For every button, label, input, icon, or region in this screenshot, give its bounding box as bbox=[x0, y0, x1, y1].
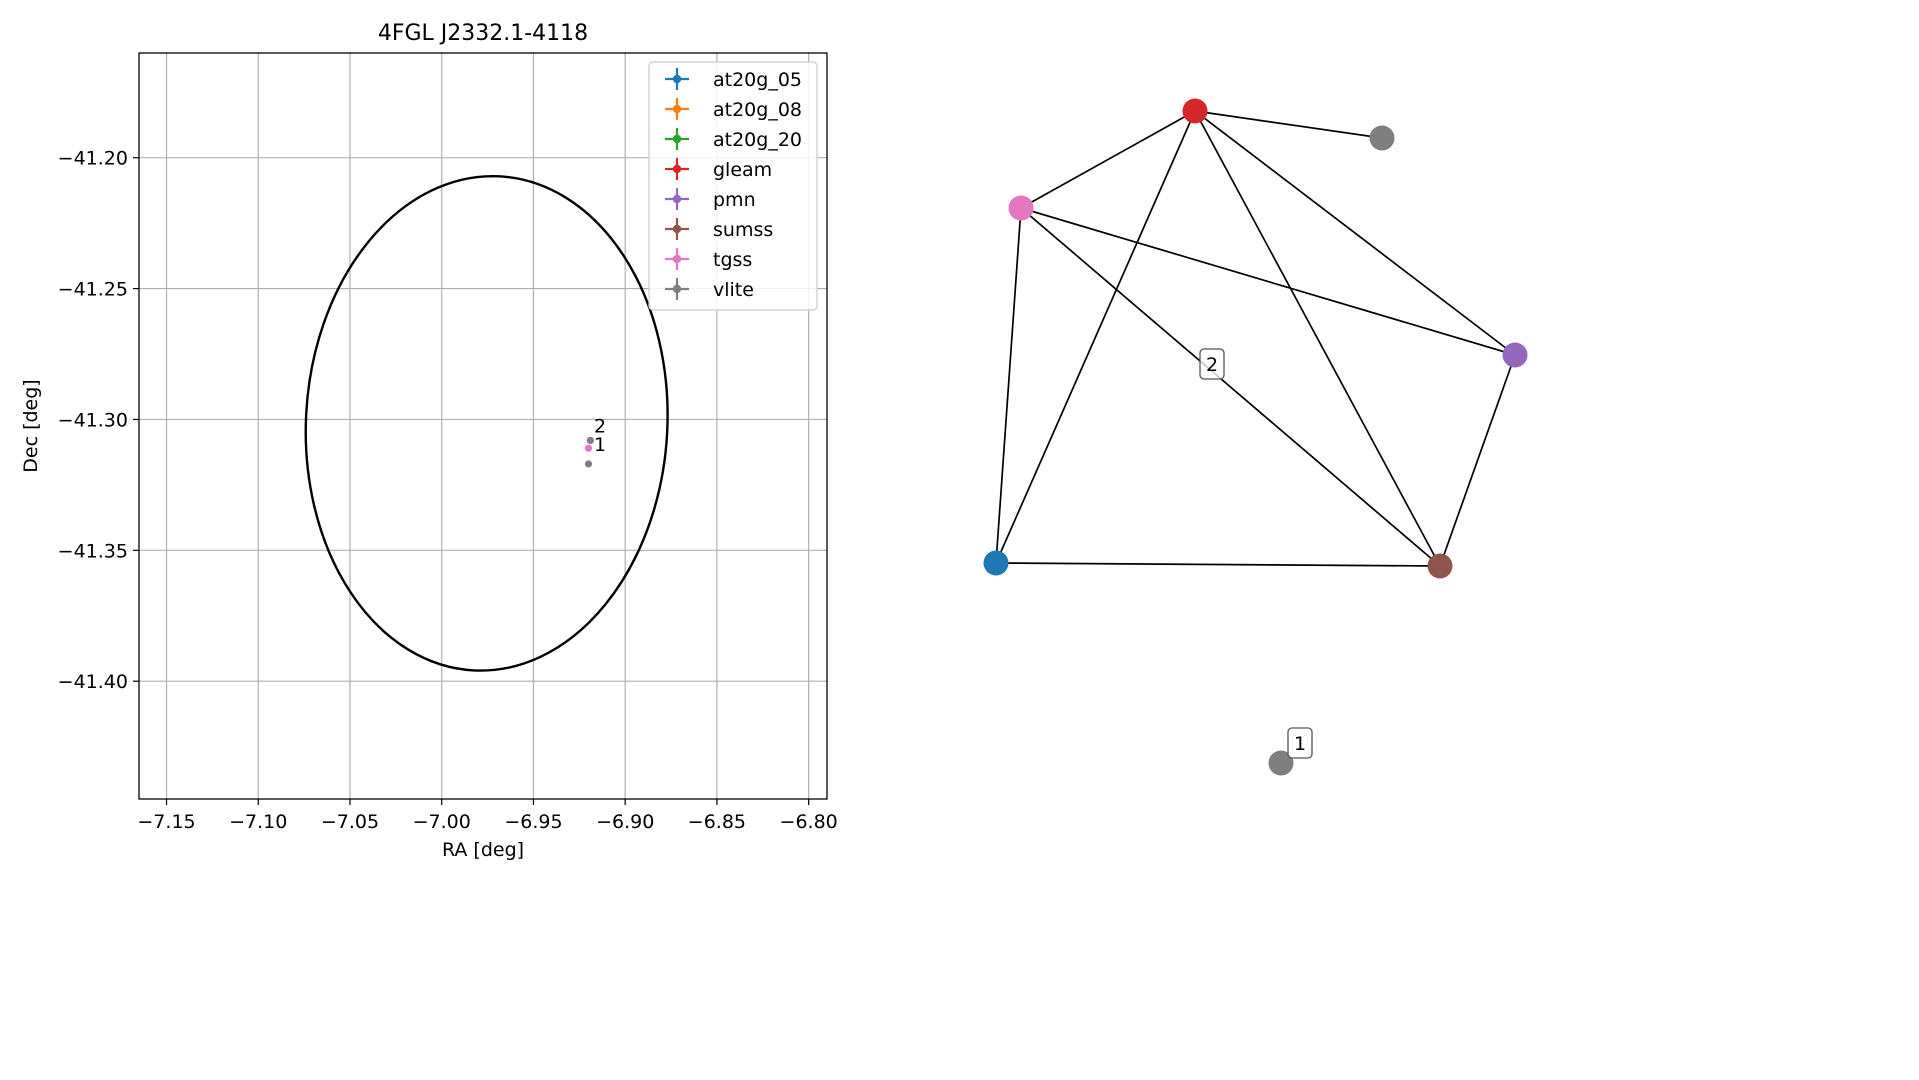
y-tick-label: −41.30 bbox=[58, 409, 128, 431]
network-edge bbox=[995, 562, 1441, 567]
network-edge bbox=[995, 110, 1196, 564]
legend-entry-tgss: tgss bbox=[665, 248, 752, 271]
y-tick-label: −41.20 bbox=[58, 148, 128, 170]
x-tick-label: −6.90 bbox=[596, 811, 654, 833]
point-annotations: 21 bbox=[594, 416, 606, 456]
legend-entry-at20g_08: at20g_08 bbox=[665, 98, 802, 121]
legend-label: gleam bbox=[713, 159, 772, 181]
network-edge bbox=[995, 207, 1022, 564]
scatter-panel: 4FGL J2332.1-4118 21 −7.15 −7.10 −7.05 −7.0… bbox=[20, 21, 838, 861]
x-tick-label: −7.15 bbox=[137, 811, 195, 833]
x-tick-label: −6.85 bbox=[688, 811, 746, 833]
axes-frame bbox=[138, 52, 828, 800]
data-point-tgss bbox=[584, 444, 593, 452]
network-label-text: 1 bbox=[1294, 733, 1306, 755]
x-tick-label: −7.10 bbox=[229, 811, 287, 833]
network-node-gleam bbox=[1182, 98, 1208, 124]
y-ticks: −41.20 −41.25 −41.30 −41.35 −41.40 bbox=[58, 148, 139, 693]
network-node-vlite_b bbox=[1268, 750, 1294, 776]
network-label-text: 2 bbox=[1206, 354, 1218, 376]
x-axis-label: RA [deg] bbox=[442, 839, 524, 861]
y-axis-label: Dec [deg] bbox=[20, 379, 42, 472]
legend-entry-sumss: sumss bbox=[665, 218, 773, 241]
legend-label: at20g_08 bbox=[713, 99, 802, 121]
network-node-sumss bbox=[1427, 553, 1453, 579]
network-nodes bbox=[983, 98, 1528, 776]
network-edge bbox=[1194, 110, 1441, 567]
data-points bbox=[584, 436, 594, 468]
network-edge bbox=[1194, 110, 1516, 356]
y-tick-label: −41.25 bbox=[58, 279, 128, 301]
legend-label: at20g_05 bbox=[713, 69, 802, 91]
legend-label: vlite bbox=[713, 279, 754, 301]
x-tick-label: −6.80 bbox=[780, 811, 838, 833]
network-edge bbox=[1020, 110, 1196, 209]
network-node-tgss bbox=[1008, 195, 1034, 221]
network-label: 2 bbox=[1199, 348, 1225, 380]
network-edge bbox=[1020, 207, 1441, 567]
network-node-vlite_a bbox=[1369, 125, 1395, 151]
legend-label: pmn bbox=[713, 189, 756, 211]
legend-entry-gleam: gleam bbox=[665, 158, 772, 181]
network-edge bbox=[1439, 354, 1516, 567]
x-tick-label: −6.95 bbox=[504, 811, 562, 833]
x-tick-label: −7.05 bbox=[321, 811, 379, 833]
y-tick-label: −41.35 bbox=[58, 540, 128, 562]
point-annotation: 2 bbox=[594, 416, 606, 438]
chart-title: 4FGL J2332.1-4118 bbox=[378, 21, 588, 46]
point-annotation: 1 bbox=[594, 434, 606, 456]
legend-entry-at20g_20: at20g_20 bbox=[665, 128, 802, 151]
network-label: 1 bbox=[1287, 727, 1313, 759]
x-tick-label: −7.00 bbox=[413, 811, 471, 833]
legend-entry-vlite: vlite bbox=[665, 278, 754, 301]
legend-entry-at20g_05: at20g_05 bbox=[665, 68, 802, 91]
data-point-vlite bbox=[584, 460, 593, 468]
legend-label: sumss bbox=[713, 219, 773, 241]
error-ellipse-shape bbox=[304, 174, 669, 672]
legend-entry-pmn: pmn bbox=[665, 188, 756, 211]
network-panel: 21 bbox=[983, 98, 1528, 776]
legend-box bbox=[648, 61, 818, 311]
x-ticks: −7.15 −7.10 −7.05 −7.00 −6.95 −6.90 −6.85 −6.80 bbox=[137, 799, 838, 833]
network-node-pmn bbox=[1502, 342, 1528, 368]
legend-label: at20g_20 bbox=[713, 129, 802, 151]
network-edges bbox=[995, 110, 1516, 567]
y-tick-label: −41.40 bbox=[58, 671, 128, 693]
data-point-vlite bbox=[586, 436, 594, 444]
network-edge bbox=[1020, 207, 1516, 356]
network-edge bbox=[1194, 110, 1383, 139]
network-node-at20g_05 bbox=[983, 550, 1009, 576]
legend-label: tgss bbox=[713, 249, 752, 271]
error-ellipse bbox=[304, 174, 669, 672]
network-labels: 21 bbox=[1199, 348, 1313, 759]
